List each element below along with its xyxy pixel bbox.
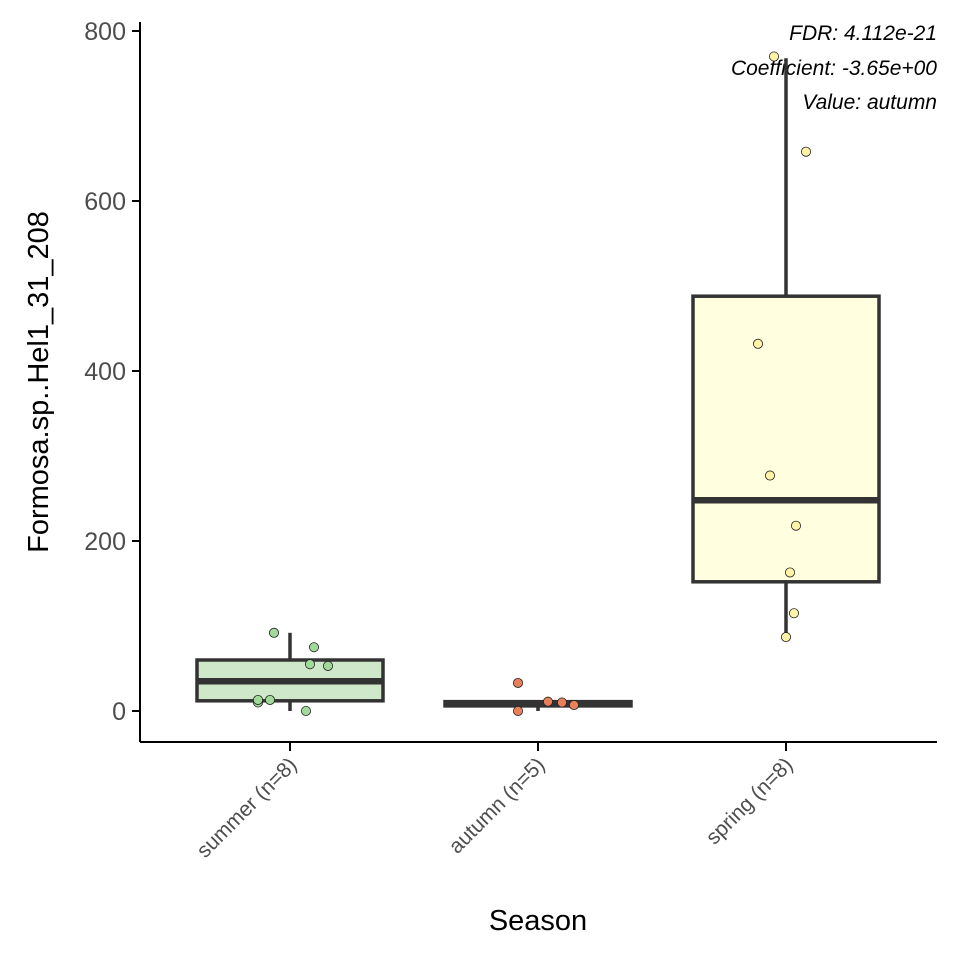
x-tick-label: spring (n=8) bbox=[702, 753, 798, 849]
y-axis-title: Formosa.sp..Hel1_31_208 bbox=[23, 211, 55, 553]
data-point bbox=[513, 677, 524, 688]
y-ticks: 0 200 400 600 800 bbox=[84, 18, 140, 726]
data-point bbox=[308, 642, 319, 653]
y-tick-label: 800 bbox=[84, 18, 126, 46]
data-point bbox=[300, 706, 311, 717]
data-point bbox=[753, 338, 764, 349]
data-point bbox=[769, 51, 780, 62]
data-point bbox=[252, 694, 263, 705]
data-point bbox=[513, 706, 524, 717]
box-group bbox=[443, 699, 633, 711]
data-point bbox=[569, 700, 580, 711]
data-point bbox=[557, 697, 568, 708]
jitter-points bbox=[252, 51, 812, 717]
stats-annotations: FDR: 4.112e-21 Coefficient: -3.65e+00 Va… bbox=[731, 22, 937, 114]
data-point bbox=[801, 146, 812, 157]
x-axis-title: Season bbox=[489, 905, 587, 937]
y-tick-label: 600 bbox=[84, 188, 126, 216]
data-point bbox=[264, 694, 275, 705]
data-point bbox=[322, 660, 333, 671]
data-point bbox=[543, 696, 554, 707]
box bbox=[691, 294, 881, 584]
box-group bbox=[195, 632, 385, 711]
fdr-annotation: FDR: 4.112e-21 bbox=[789, 22, 937, 45]
data-point bbox=[791, 520, 802, 531]
box-group bbox=[691, 58, 881, 638]
x-ticks: summer (n=8) autumn (n=5) spring (n=8) bbox=[192, 742, 798, 862]
x-tick-label: autumn (n=5) bbox=[445, 753, 550, 858]
data-point bbox=[268, 627, 279, 638]
y-tick-label: 200 bbox=[84, 528, 126, 556]
y-tick-label: 400 bbox=[84, 358, 126, 386]
data-point bbox=[789, 608, 800, 619]
data-point bbox=[785, 567, 796, 578]
y-tick-label: 0 bbox=[112, 698, 126, 726]
value-annotation: Value: autumn bbox=[802, 91, 937, 114]
boxplots bbox=[195, 58, 881, 711]
coefficient-annotation: Coefficient: -3.65e+00 bbox=[731, 57, 937, 80]
data-point bbox=[304, 659, 315, 670]
x-tick-label: summer (n=8) bbox=[192, 753, 301, 862]
data-point bbox=[765, 470, 776, 481]
data-point bbox=[781, 632, 792, 643]
